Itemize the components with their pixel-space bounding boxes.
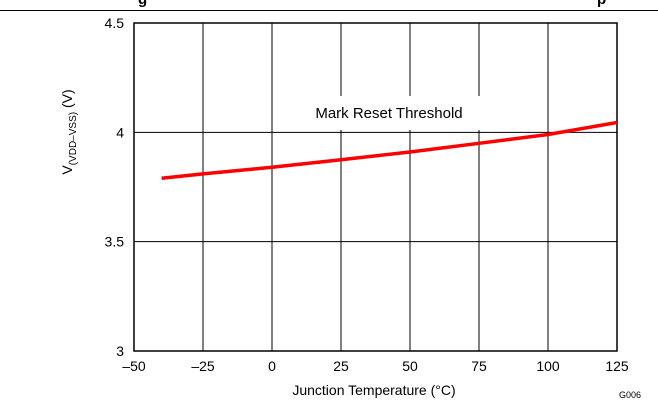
y-tick-label: 4	[116, 124, 124, 140]
y-axis-title-main: V	[59, 165, 75, 175]
x-tick-label: –25	[191, 358, 215, 374]
series-layer	[161, 120, 618, 181]
y-tick-label: 3.5	[105, 234, 125, 250]
y-tick-labels: 3 3.5 4 4.5	[105, 15, 125, 359]
x-tick-label: –50	[122, 358, 146, 374]
y-axis-title: V(VDD–VSS) (V)	[59, 89, 79, 174]
y-tick-label: 4.5	[105, 15, 125, 31]
x-axis-title: Junction Temperature (°C)	[292, 382, 455, 398]
annotation-background	[282, 96, 496, 130]
series-line	[161, 120, 618, 181]
x-tick-labels: –50 –25 0 25 50 75 100 125	[122, 358, 629, 374]
x-tick-label: 50	[402, 358, 418, 374]
grid	[134, 23, 617, 351]
title-fragment-left: g	[138, 0, 147, 8]
plot-frame	[133, 22, 618, 352]
y-axis-title-subscript: (VDD–VSS)	[68, 112, 79, 165]
x-tick-label: 125	[605, 358, 629, 374]
x-tick-label: 100	[536, 358, 560, 374]
x-tick-label: 25	[333, 358, 349, 374]
series-annotation: Mark Reset Threshold	[315, 105, 462, 122]
title-fragment-right: p	[597, 0, 606, 8]
x-tick-label: 0	[268, 358, 276, 374]
plot-border	[133, 22, 618, 352]
y-tick-label: 3	[116, 343, 124, 359]
x-tick-label: 75	[471, 358, 487, 374]
y-axis-title-unit: (V)	[59, 89, 75, 112]
figure-code: G006	[619, 390, 641, 400]
